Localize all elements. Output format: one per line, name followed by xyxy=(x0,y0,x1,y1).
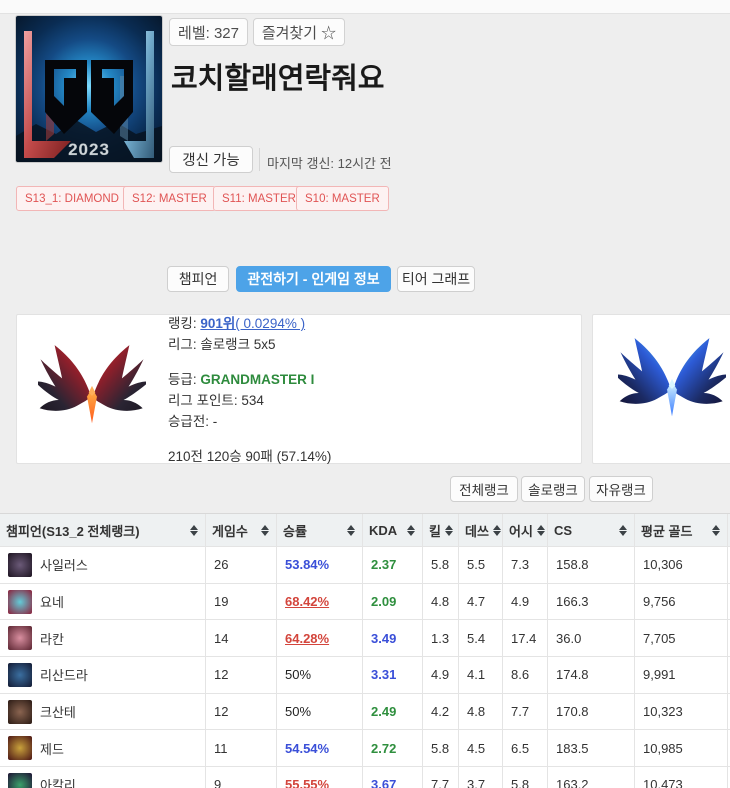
svg-text:2023: 2023 xyxy=(68,140,110,159)
